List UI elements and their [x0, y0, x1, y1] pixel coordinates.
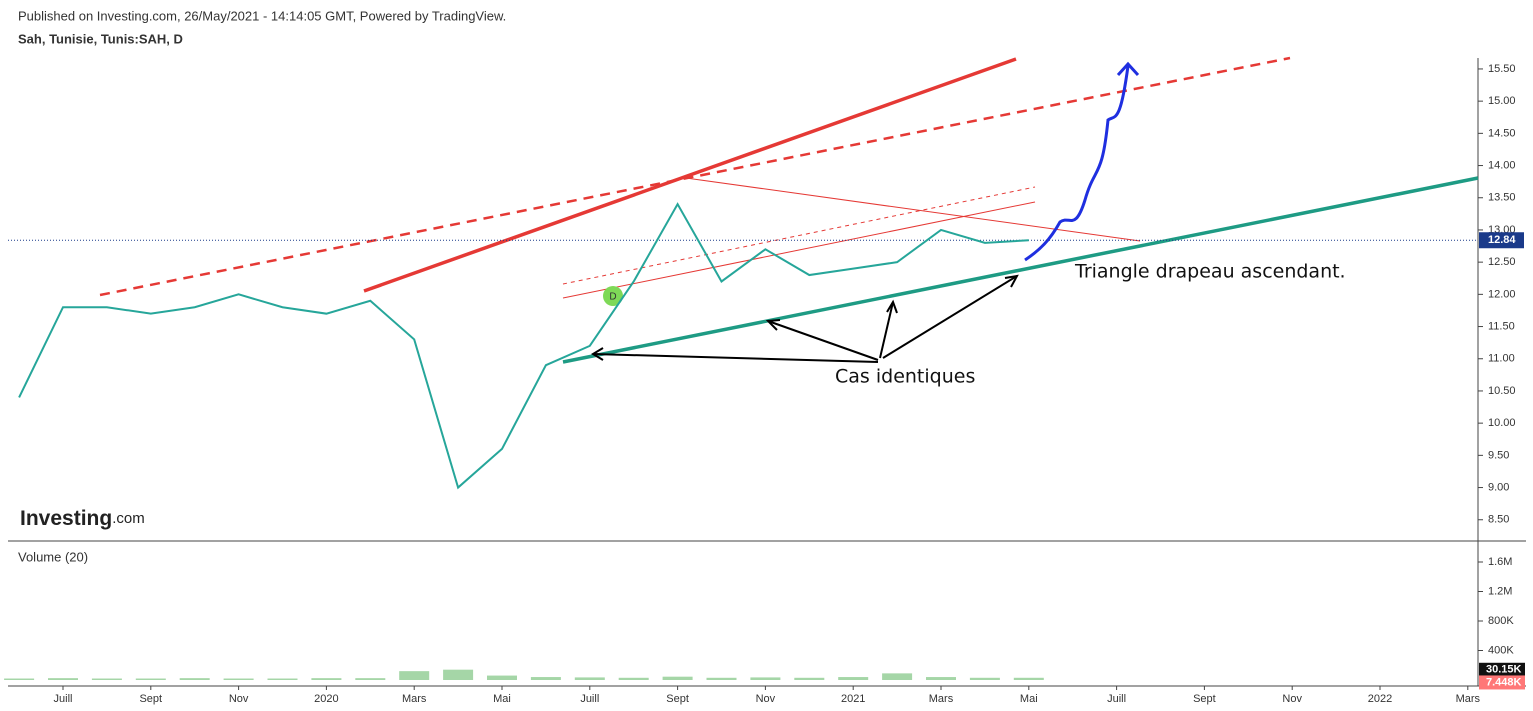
logo: Investing.com	[20, 507, 145, 530]
y-tick-label: 15.00	[1488, 95, 1516, 107]
volume-bar	[706, 677, 737, 680]
x-tick-label: Juill	[580, 693, 599, 705]
last-price-label: 12.84	[1488, 234, 1516, 246]
y-tick-label: 1.2M	[1488, 585, 1512, 597]
x-tick-label: Nov	[1282, 693, 1302, 705]
annotation: Cas identiques	[835, 366, 975, 388]
x-tick-label: 2022	[1368, 693, 1392, 705]
y-tick-label: 8.50	[1488, 514, 1509, 526]
x-tick-label: Mars	[1456, 693, 1481, 705]
y-tick-label: 400K	[1488, 644, 1514, 656]
volume-bar	[267, 678, 298, 680]
y-tick-label: 11.50	[1488, 320, 1515, 332]
volume-bar	[1013, 677, 1044, 680]
volume-bar	[48, 678, 78, 680]
x-tick-label: Mai	[493, 693, 511, 705]
x-tick-label: Nov	[229, 693, 249, 705]
y-tick-label: 1.6M	[1488, 556, 1512, 568]
price-line	[18, 202, 1029, 490]
y-tick-label: 9.00	[1488, 481, 1509, 493]
volume-bar	[311, 678, 342, 680]
y-tick-label: 12.00	[1488, 288, 1516, 300]
trendlines	[99, 56, 1479, 364]
y-tick-label: 15.50	[1488, 63, 1516, 75]
y-tick-label: 14.00	[1488, 159, 1516, 171]
volume-bar	[179, 678, 210, 680]
volume-bar	[926, 677, 956, 680]
x-tick-label: Juill	[1107, 693, 1126, 705]
y-tick-label: 9.50	[1488, 449, 1509, 461]
volume-bar	[399, 671, 430, 680]
y-tick-label: 800K	[1488, 615, 1514, 627]
y-tick-label: 10.50	[1488, 385, 1516, 397]
volume-bar	[882, 673, 913, 680]
x-tick-label: Sept	[666, 693, 689, 705]
volume-bar	[618, 677, 649, 680]
x-tick-label: 2020	[314, 693, 338, 705]
x-tick-label: Mai	[1020, 693, 1038, 705]
volume-bar	[969, 677, 1000, 680]
volume-average-box	[1479, 675, 1525, 690]
x-tick-label: Nov	[756, 693, 776, 705]
y-tick-label: 13.50	[1488, 192, 1516, 204]
volume-bar	[794, 677, 825, 680]
x-tick-label: Sept	[139, 693, 162, 705]
y-tick-label: 11.00	[1488, 353, 1515, 365]
x-tick-label: Juill	[54, 693, 73, 705]
volume-bar	[574, 677, 605, 680]
x-tick-label: Sept	[1193, 693, 1216, 705]
y-tick-label: 14.50	[1488, 127, 1516, 139]
marker: D	[609, 292, 616, 303]
volume-bar	[443, 669, 474, 680]
symbol: Sah, Tunisie, Tunis:SAH, D	[18, 31, 183, 46]
x-tick-label: 2021	[841, 693, 865, 705]
volume-bar	[91, 678, 122, 680]
volume-last-box	[1479, 662, 1525, 677]
last-price-box	[1479, 232, 1524, 249]
volume-last-label: 30.15K	[1486, 664, 1522, 676]
volume-bar	[355, 678, 386, 680]
volume-bar	[135, 678, 166, 680]
y-tick-label: 10.00	[1488, 417, 1516, 429]
published: Published on Investing.com, 26/May/2021 …	[18, 8, 506, 23]
y-tick-label: 12.50	[1488, 256, 1516, 268]
volume-bar	[662, 676, 693, 680]
annotation: Triangle drapeau ascendant.	[1074, 261, 1346, 283]
volume-bar	[4, 678, 35, 680]
volume-bar	[530, 677, 561, 680]
volume-bar	[223, 678, 254, 680]
volume-bar	[750, 677, 781, 680]
volume-average-label: 7.448K	[1486, 676, 1522, 688]
volume-bar	[838, 677, 869, 680]
x-tick-label: Mars	[402, 693, 427, 705]
volume-bar	[487, 675, 517, 680]
volume-title: Volume (20)	[18, 549, 88, 564]
x-tick-label: Mars	[929, 693, 954, 705]
